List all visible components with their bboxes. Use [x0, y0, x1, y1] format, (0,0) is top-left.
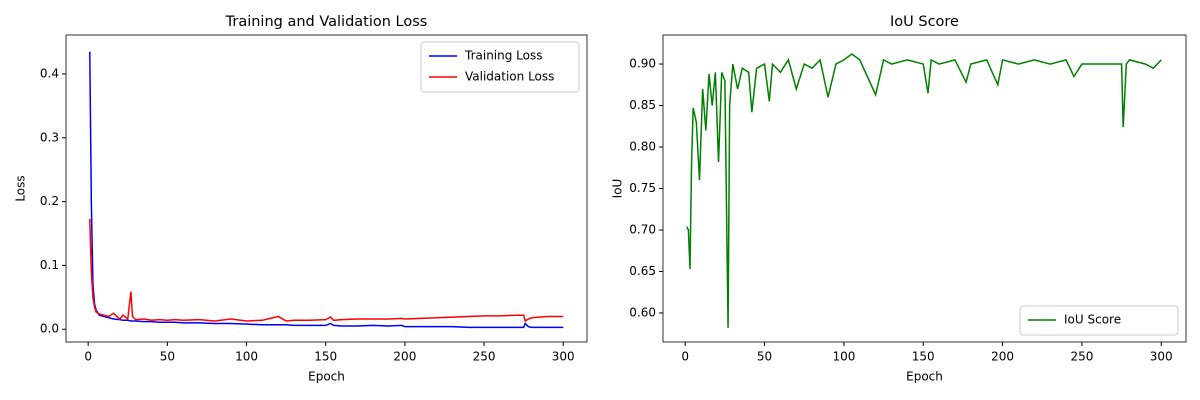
legend: Training Loss Validation Loss	[420, 41, 580, 93]
x-tick-label: 150	[314, 350, 337, 364]
y-tick-label: 0.0	[40, 322, 59, 336]
y-tick-label: 0.80	[629, 140, 656, 154]
x-tick-label: 300	[1150, 350, 1173, 364]
legend-box	[420, 41, 580, 93]
x-axis-label: Epoch	[906, 370, 943, 384]
legend-box	[1019, 305, 1179, 336]
y-tick-label: 0.65	[629, 264, 656, 278]
x-tick-label: 200	[393, 350, 416, 364]
legend-label: Training Loss	[464, 49, 542, 63]
chart-title: Training and Validation Loss	[225, 14, 428, 30]
x-tick-label: 300	[552, 350, 575, 364]
x-axis-label: Epoch	[308, 370, 345, 384]
y-tick-label: 0.3	[40, 130, 59, 144]
x-tick-label: 0	[84, 350, 92, 364]
x-tick-label: 250	[1070, 350, 1093, 364]
y-tick-label: 0.60	[629, 305, 656, 319]
legend-label: IoU Score	[1064, 313, 1121, 327]
series-line	[686, 53, 1162, 328]
chart-title: IoU Score	[890, 14, 959, 30]
y-tick-label: 0.1	[40, 258, 59, 272]
x-tick-label: 50	[757, 350, 772, 364]
y-tick-label: 0.2	[40, 194, 59, 208]
series-line	[89, 51, 564, 329]
x-tick-label: 150	[912, 350, 935, 364]
series-line	[89, 218, 564, 323]
y-tick-label: 0.70	[629, 222, 656, 236]
axes-frame	[662, 34, 1187, 343]
x-tick-label: 100	[235, 350, 258, 364]
y-axis-label: IoU	[611, 179, 625, 199]
legend-label: Validation Loss	[465, 70, 554, 84]
y-axis-label: Loss	[14, 175, 28, 201]
x-tick-label: 100	[832, 350, 855, 364]
y-tick-label: 0.4	[40, 66, 59, 80]
y-tick-label: 0.90	[629, 57, 656, 71]
axes-frame	[65, 34, 588, 343]
legend: IoU Score	[1019, 305, 1179, 336]
x-tick-label: 250	[473, 350, 496, 364]
y-tick-label: 0.85	[629, 98, 656, 112]
x-tick-label: 200	[991, 350, 1014, 364]
y-tick-label: 0.75	[629, 181, 656, 195]
x-tick-label: 0	[681, 350, 689, 364]
x-tick-label: 50	[160, 350, 175, 364]
